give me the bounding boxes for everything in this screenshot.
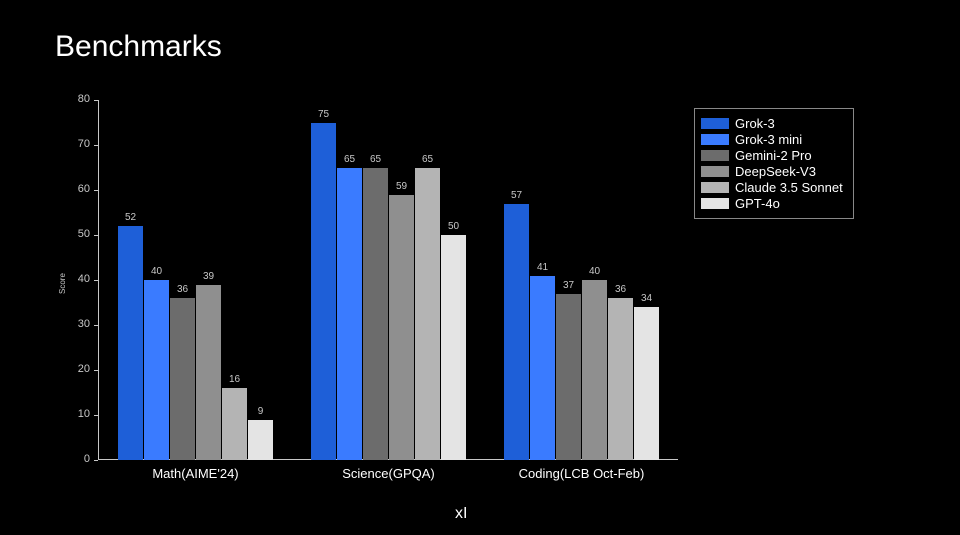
legend-swatch	[701, 134, 729, 145]
legend-item: Grok-3 mini	[701, 132, 843, 147]
y-tick	[94, 235, 98, 236]
bar	[441, 235, 466, 460]
bar-value-label: 59	[386, 181, 417, 192]
legend-label: DeepSeek-V3	[735, 164, 816, 179]
bar-value-label: 52	[115, 212, 146, 223]
bar-value-label: 75	[308, 109, 339, 120]
y-axis	[98, 100, 99, 460]
bar	[582, 280, 607, 460]
bar	[634, 307, 659, 460]
y-axis-label: Score	[58, 273, 67, 294]
legend-label: Grok-3	[735, 116, 775, 131]
bar-value-label: 40	[579, 266, 610, 277]
legend-swatch	[701, 166, 729, 177]
y-tick	[94, 415, 98, 416]
legend-label: Claude 3.5 Sonnet	[735, 180, 843, 195]
bar	[504, 204, 529, 461]
chart-legend: Grok-3Grok-3 miniGemini-2 ProDeepSeek-V3…	[694, 108, 854, 219]
bar-value-label: 65	[412, 154, 443, 165]
legend-label: Grok-3 mini	[735, 132, 802, 147]
page-title: Benchmarks	[55, 30, 222, 64]
y-tick	[94, 100, 98, 101]
legend-item: DeepSeek-V3	[701, 164, 843, 179]
bar	[389, 195, 414, 461]
bar-value-label: 16	[219, 374, 250, 385]
benchmark-chart: 01020304050607080Score52403639169Math(AI…	[98, 100, 678, 460]
y-tick	[94, 190, 98, 191]
xai-logo: xI	[455, 505, 467, 523]
y-tick-label: 80	[64, 93, 90, 105]
bar	[196, 285, 221, 461]
legend-swatch	[701, 198, 729, 209]
legend-label: Gemini-2 Pro	[735, 148, 812, 163]
bar	[311, 123, 336, 461]
bar	[170, 298, 195, 460]
legend-swatch	[701, 118, 729, 129]
legend-swatch	[701, 182, 729, 193]
y-tick	[94, 460, 98, 461]
bar-value-label: 39	[193, 271, 224, 282]
y-tick	[94, 280, 98, 281]
legend-item: Grok-3	[701, 116, 843, 131]
bar-value-label: 40	[141, 266, 172, 277]
bar	[363, 168, 388, 461]
bar-value-label: 37	[553, 280, 584, 291]
bar-value-label: 57	[501, 190, 532, 201]
legend-item: GPT-4o	[701, 196, 843, 211]
y-tick	[94, 370, 98, 371]
y-tick-label: 30	[64, 318, 90, 330]
bar	[608, 298, 633, 460]
category-label: Science(GPQA)	[309, 466, 469, 481]
y-tick-label: 10	[64, 408, 90, 420]
legend-item: Claude 3.5 Sonnet	[701, 180, 843, 195]
y-tick	[94, 145, 98, 146]
bar-value-label: 50	[438, 221, 469, 232]
bar-value-label: 36	[167, 284, 198, 295]
bar	[248, 420, 273, 461]
bar	[337, 168, 362, 461]
legend-item: Gemini-2 Pro	[701, 148, 843, 163]
y-tick-label: 70	[64, 138, 90, 150]
bar	[144, 280, 169, 460]
y-tick-label: 20	[64, 363, 90, 375]
bar	[530, 276, 555, 461]
bar	[556, 294, 581, 461]
legend-label: GPT-4o	[735, 196, 780, 211]
category-label: Math(AIME'24)	[116, 466, 276, 481]
category-label: Coding(LCB Oct-Feb)	[502, 466, 662, 481]
y-tick	[94, 325, 98, 326]
y-tick-label: 40	[64, 273, 90, 285]
y-tick-label: 50	[64, 228, 90, 240]
legend-swatch	[701, 150, 729, 161]
y-tick-label: 0	[64, 453, 90, 465]
bar	[415, 168, 440, 461]
bar-value-label: 41	[527, 262, 558, 273]
bar	[118, 226, 143, 460]
bar-value-label: 65	[360, 154, 391, 165]
slide: Benchmarks 0 10 20 30 40 50 60 70 80 Score 52 40 36 3…	[0, 0, 960, 535]
bar-value-label: 9	[245, 406, 276, 417]
y-tick-label: 60	[64, 183, 90, 195]
bar-value-label: 34	[631, 293, 662, 304]
bar	[222, 388, 247, 460]
